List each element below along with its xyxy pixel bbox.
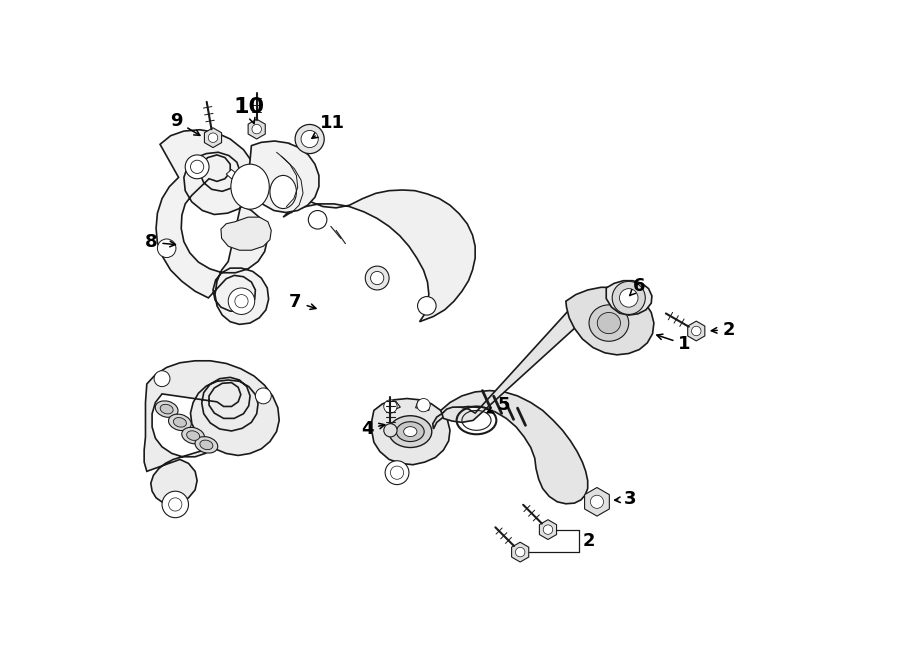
Ellipse shape [168,414,192,430]
Text: 2: 2 [582,532,595,550]
Ellipse shape [156,401,178,417]
Circle shape [391,466,404,479]
Polygon shape [383,401,400,412]
Circle shape [365,266,389,290]
Text: 9: 9 [170,112,200,136]
Circle shape [383,424,397,437]
Circle shape [544,525,553,534]
Text: 4: 4 [361,420,384,438]
Text: 3: 3 [615,490,636,508]
Text: 1: 1 [657,334,691,354]
Polygon shape [278,143,475,322]
Circle shape [383,400,397,413]
Ellipse shape [270,175,296,209]
Ellipse shape [598,312,620,334]
Ellipse shape [174,418,186,427]
Circle shape [417,399,430,412]
Circle shape [691,326,701,336]
Ellipse shape [160,404,173,414]
Text: 2: 2 [711,320,735,339]
Circle shape [309,211,327,229]
Text: 5: 5 [487,396,510,414]
Circle shape [301,130,319,148]
Polygon shape [416,401,430,410]
Polygon shape [607,281,652,315]
Circle shape [158,239,176,258]
Circle shape [252,124,261,134]
Polygon shape [539,520,556,540]
Circle shape [516,547,525,557]
Circle shape [418,297,436,315]
Text: 8: 8 [145,233,176,252]
Ellipse shape [396,422,424,442]
Circle shape [295,124,324,154]
Polygon shape [511,542,528,562]
Circle shape [371,271,383,285]
Polygon shape [156,130,268,324]
Polygon shape [204,128,221,148]
Polygon shape [220,217,271,250]
Circle shape [185,155,209,179]
Polygon shape [688,321,705,341]
Circle shape [208,133,218,142]
Ellipse shape [404,427,417,437]
Polygon shape [144,361,279,504]
Circle shape [168,498,182,511]
Ellipse shape [200,440,213,449]
Polygon shape [248,141,319,213]
Polygon shape [372,399,450,465]
Polygon shape [226,169,237,179]
Circle shape [619,289,638,307]
Circle shape [235,295,248,308]
Polygon shape [248,119,266,139]
Text: 7: 7 [289,293,316,311]
Polygon shape [433,391,588,504]
Circle shape [162,491,188,518]
Circle shape [590,495,604,508]
Circle shape [385,461,409,485]
Polygon shape [442,310,574,422]
Circle shape [612,281,645,314]
Ellipse shape [195,437,218,453]
Circle shape [229,288,255,314]
Text: 10: 10 [233,97,265,124]
Ellipse shape [589,305,629,342]
Ellipse shape [186,431,200,440]
Circle shape [191,160,203,173]
Ellipse shape [182,428,204,444]
Polygon shape [566,287,654,355]
Polygon shape [585,487,609,516]
Text: 6: 6 [630,277,645,296]
Circle shape [256,388,271,404]
Circle shape [154,371,170,387]
Ellipse shape [389,416,432,448]
Text: 11: 11 [312,114,346,138]
Ellipse shape [231,164,269,209]
